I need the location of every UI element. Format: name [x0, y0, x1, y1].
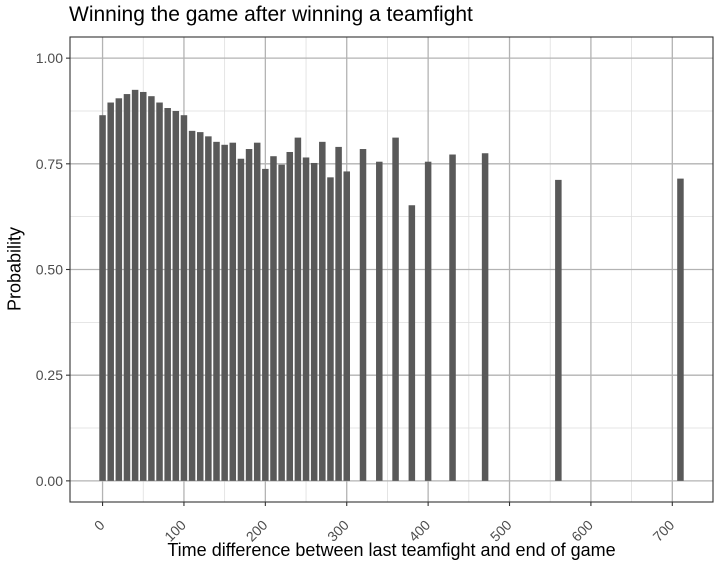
bar: [481, 153, 489, 481]
bar: [677, 178, 684, 481]
bar: [205, 136, 212, 481]
bar: [392, 137, 399, 481]
bar: [327, 177, 334, 481]
bar: [196, 132, 204, 481]
bar: [156, 102, 163, 481]
bar: [213, 141, 220, 481]
bar: [131, 89, 139, 481]
y-axis-label: Probability: [4, 226, 25, 312]
bar: [180, 115, 188, 481]
bar: [555, 179, 562, 481]
bar: [424, 161, 432, 481]
x-tick-label: 0: [91, 517, 108, 534]
bar: [148, 96, 155, 481]
bar: [253, 142, 261, 481]
bar: [172, 110, 180, 481]
bar: [115, 98, 123, 481]
bar: [139, 91, 147, 481]
y-tick-label: 0.00: [36, 473, 63, 489]
bar: [229, 142, 237, 481]
bar: [359, 149, 367, 481]
bar: [123, 94, 131, 481]
bar: [302, 157, 310, 481]
bar: [262, 168, 269, 481]
y-tick-label: 0.75: [36, 156, 63, 172]
bar: [270, 156, 277, 481]
bar: [408, 205, 416, 481]
y-tick-label: 1.00: [36, 50, 63, 66]
bar: [99, 115, 106, 481]
y-tick-label: 0.25: [36, 367, 63, 383]
bar: [164, 108, 171, 481]
bar: [237, 158, 245, 481]
bar: [221, 144, 228, 481]
bar: [376, 161, 383, 481]
bar: [245, 149, 253, 481]
chart-title: Winning the game after winning a teamfig…: [69, 3, 473, 26]
bar: [343, 171, 350, 481]
bar: [319, 141, 326, 481]
x-axis-label: Time difference between last teamfight a…: [167, 540, 616, 560]
bar: [278, 164, 285, 481]
bar: [449, 154, 456, 481]
y-tick-label: 0.50: [36, 262, 63, 278]
bar: [310, 162, 318, 481]
bar: [286, 151, 294, 481]
bar: [107, 102, 114, 481]
bars: [99, 89, 684, 481]
bar: [188, 130, 196, 481]
bar: [335, 146, 342, 481]
bar: [294, 137, 302, 481]
